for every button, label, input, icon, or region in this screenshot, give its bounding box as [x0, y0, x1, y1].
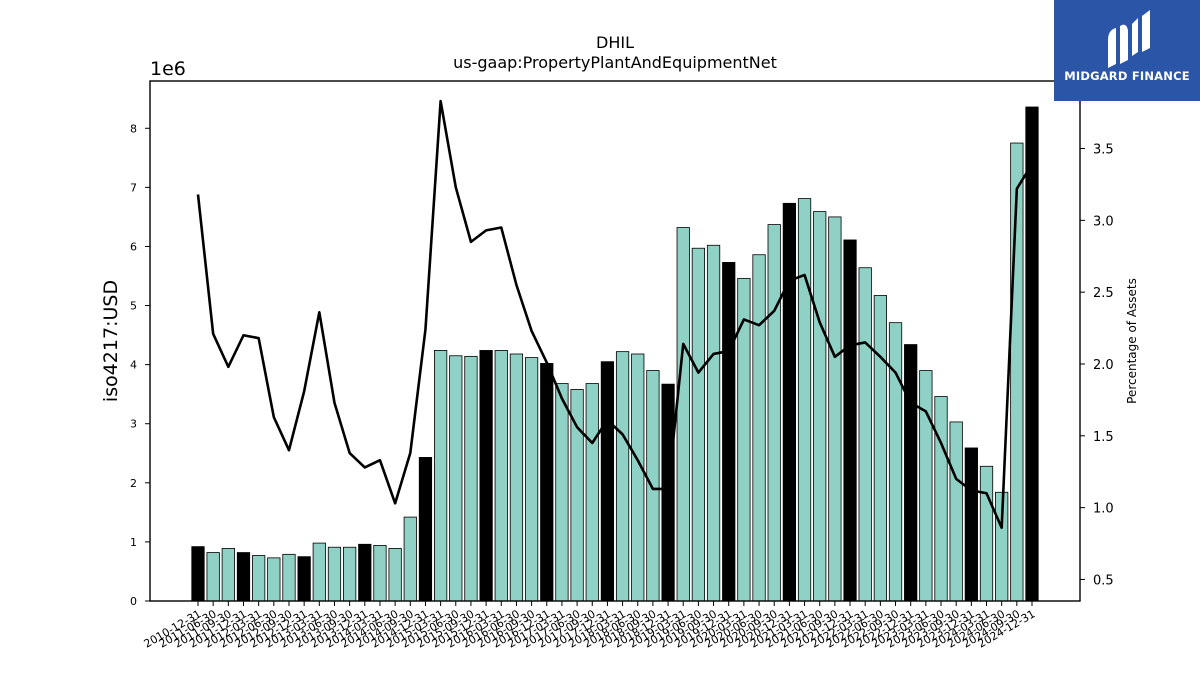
axes-group: 0123456780.51.01.52.02.53.03.52010-12-31…: [130, 80, 1114, 651]
bar: [964, 447, 978, 602]
bar: [358, 543, 372, 602]
y2-tick-label: 3.5: [1093, 143, 1114, 158]
bar: [979, 465, 994, 602]
bar: [934, 396, 948, 602]
bar: [509, 353, 524, 602]
chart-title: DHIL: [596, 33, 634, 52]
y-tick-label: 0: [130, 595, 137, 608]
bar: [676, 227, 690, 602]
bar: [752, 254, 766, 602]
bar: [343, 546, 357, 602]
y2-axis-label: Percentage of Assets: [1125, 278, 1139, 404]
bar: [418, 457, 433, 602]
y-tick-label: 1: [130, 536, 137, 549]
bar: [479, 350, 493, 602]
bar: [600, 361, 615, 602]
bars-group: [191, 106, 1039, 602]
bar: [706, 244, 721, 602]
y2-tick-label: 2.5: [1093, 286, 1114, 301]
bar: [297, 556, 311, 602]
bar: [494, 350, 508, 602]
bar: [282, 553, 296, 602]
bar: [797, 198, 812, 602]
midgard-logo-icon: [1108, 10, 1150, 68]
chart-subtitle: us-gaap:PropertyPlantAndEquipmentNet: [453, 53, 777, 72]
bar: [631, 353, 645, 602]
bar: [236, 552, 251, 602]
y-tick-label: 5: [130, 300, 137, 313]
y2-tick-label: 1.5: [1093, 430, 1114, 445]
bar: [449, 355, 463, 602]
bar: [615, 351, 630, 602]
bar: [904, 344, 918, 602]
bar: [403, 516, 417, 602]
bar: [312, 542, 326, 602]
y-tick-label: 6: [130, 240, 137, 253]
y-offset-label: 1e6: [150, 58, 186, 80]
bar: [191, 546, 205, 602]
plot-frame: [149, 80, 1081, 602]
bar: [828, 216, 842, 602]
bar: [555, 383, 569, 602]
bar: [267, 557, 281, 602]
y2-tick-label: 3.0: [1093, 214, 1114, 229]
bar: [388, 548, 402, 602]
bar: [327, 546, 342, 602]
bar: [252, 555, 266, 602]
y-tick-label: 2: [130, 477, 137, 490]
bar: [433, 350, 448, 602]
y2-tick-label: 1.0: [1093, 502, 1114, 517]
y2-tick-label: 2.0: [1093, 358, 1114, 373]
y2-tick-label: 0.5: [1093, 573, 1114, 588]
y-tick-label: 8: [130, 122, 137, 135]
bar: [464, 355, 478, 602]
bar: [524, 357, 539, 602]
brand-logo: MIDGARD FINANCE: [1054, 0, 1200, 101]
bar: [1025, 106, 1039, 602]
bar: [646, 370, 660, 602]
bar: [767, 224, 781, 602]
bar: [813, 211, 827, 602]
bar: [858, 267, 872, 602]
bar: [782, 202, 796, 602]
bar: [373, 545, 387, 602]
bar: [919, 370, 933, 602]
y-axis-label: iso4217:USD: [100, 280, 122, 402]
bar: [691, 247, 706, 602]
bar: [206, 552, 220, 602]
percentage-line: [196, 99, 1034, 530]
bar: [221, 548, 235, 602]
y-tick-label: 3: [130, 418, 137, 431]
bar: [722, 262, 736, 602]
bar: [949, 421, 963, 602]
bar: [873, 295, 887, 602]
line-group: [196, 99, 1034, 530]
y-tick-label: 7: [130, 181, 137, 194]
bar: [540, 363, 554, 602]
bar: [843, 239, 857, 602]
brand-name: MIDGARD FINANCE: [1064, 69, 1190, 83]
bar: [661, 383, 675, 602]
bar: [585, 383, 599, 602]
bar: [888, 322, 903, 602]
y-tick-label: 4: [130, 359, 137, 372]
